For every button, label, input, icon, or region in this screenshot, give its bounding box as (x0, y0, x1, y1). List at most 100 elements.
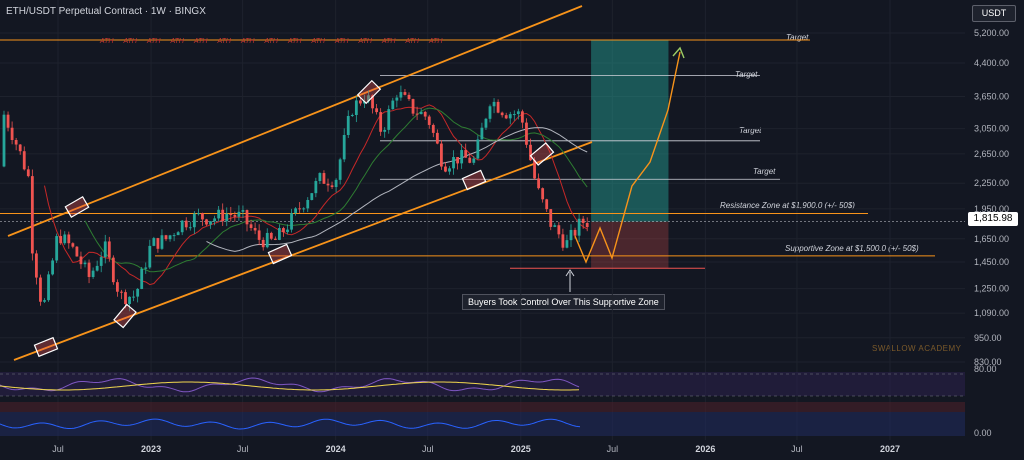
candle-body (298, 208, 302, 210)
target-label-3: Target (739, 126, 762, 135)
candle-body (225, 213, 229, 222)
candle-body (435, 132, 439, 144)
x-tick-label: Jul (52, 444, 64, 454)
x-tick-label: 2027 (880, 444, 900, 454)
candle-body (249, 224, 253, 229)
candle-body (371, 95, 374, 109)
price-axis: 5,200.00 4,400.00 3,650.00 3,050.00 2,650.00… (974, 28, 1009, 438)
candle-body (581, 218, 585, 224)
touch-box (529, 142, 555, 166)
candle-body (152, 238, 156, 246)
candle-body (508, 114, 512, 119)
candle-body (233, 215, 237, 217)
candle-body (585, 223, 589, 228)
candle-body (504, 115, 508, 119)
candle-body (310, 193, 314, 200)
x-tick-label: Jul (791, 444, 803, 454)
candle-body (456, 157, 459, 164)
candle-body (330, 185, 334, 188)
candle-body (10, 127, 14, 140)
candle-body (440, 143, 443, 167)
watermark: SWALLOW ACADEMY (872, 344, 962, 353)
candle-body (521, 111, 524, 123)
ath-label: ATH (428, 38, 443, 45)
candle-body (367, 95, 370, 102)
currency-button[interactable]: USDT (972, 5, 1016, 22)
candle-body (407, 94, 411, 100)
candle-body (59, 236, 63, 244)
channel-lines (7, 5, 593, 361)
candle-body (545, 199, 549, 210)
y-tick-label: 2,650.00 (974, 149, 1009, 159)
candle-body (201, 213, 204, 220)
candle-body (261, 239, 265, 248)
candle-body (488, 106, 492, 119)
candle-body (314, 181, 318, 194)
osc1-tick: 80.00 (974, 364, 997, 374)
candle-body (91, 270, 95, 277)
candle-body (290, 213, 293, 230)
candle-body (322, 173, 326, 184)
candle-body (431, 124, 435, 133)
candle-body (512, 114, 516, 116)
candle-body (278, 228, 281, 240)
oscillators (0, 372, 965, 436)
candle-body (500, 112, 504, 116)
candle-body (132, 296, 135, 298)
ma-short (44, 104, 588, 286)
touch-box (113, 303, 137, 329)
candle-body (229, 213, 233, 216)
candle-body (140, 268, 144, 289)
candle-body (30, 176, 34, 254)
osc2-line (0, 418, 581, 430)
candle-body (354, 100, 358, 116)
candle-body (63, 234, 67, 244)
touch-box (64, 195, 90, 219)
candle-body (427, 116, 431, 125)
candles (2, 85, 589, 312)
candle-body (383, 129, 387, 132)
touch-box (461, 169, 487, 191)
chart-title: ETH/USDT Perpetual Contract · 1W · BINGX (6, 6, 206, 17)
level-lines (0, 39, 965, 292)
x-tick-label: Jul (237, 444, 249, 454)
candle-body (128, 296, 131, 305)
candle-body (197, 213, 200, 215)
candle-body (39, 277, 42, 302)
candle-body (326, 183, 330, 186)
touch-box (356, 79, 382, 105)
osc2-top (0, 402, 965, 412)
candle-body (415, 113, 419, 115)
candle-body (294, 208, 297, 214)
candle-body (265, 232, 269, 248)
candle-body (205, 219, 208, 225)
ma-mid (84, 107, 588, 273)
candle-body (71, 243, 75, 247)
candle-body (537, 178, 540, 189)
candle-body (375, 108, 378, 113)
candle-body (180, 220, 184, 233)
candle-body (342, 134, 346, 160)
ath-label: ATH (217, 38, 232, 45)
current-price-label: 1,815.98 (968, 212, 1018, 226)
ma-long (206, 127, 588, 252)
candle-body (577, 218, 581, 236)
candle-body (253, 228, 257, 231)
candle-body (172, 235, 176, 237)
candle-body (95, 265, 99, 271)
candle-body (245, 210, 249, 225)
candle-body (460, 150, 464, 164)
candle-body (111, 257, 115, 283)
candle-body (411, 99, 415, 114)
x-tick-label: 2026 (695, 444, 715, 454)
ath-label: ATH (193, 38, 208, 45)
candle-body (124, 292, 127, 305)
candle-body (79, 256, 83, 265)
x-tick-label: Jul (607, 444, 619, 454)
candle-body (565, 240, 569, 248)
ath-label: ATH (264, 38, 279, 45)
projection-arrow (672, 46, 685, 59)
risk-zone (591, 221, 669, 269)
y-tick-label: 3,650.00 (974, 91, 1009, 101)
